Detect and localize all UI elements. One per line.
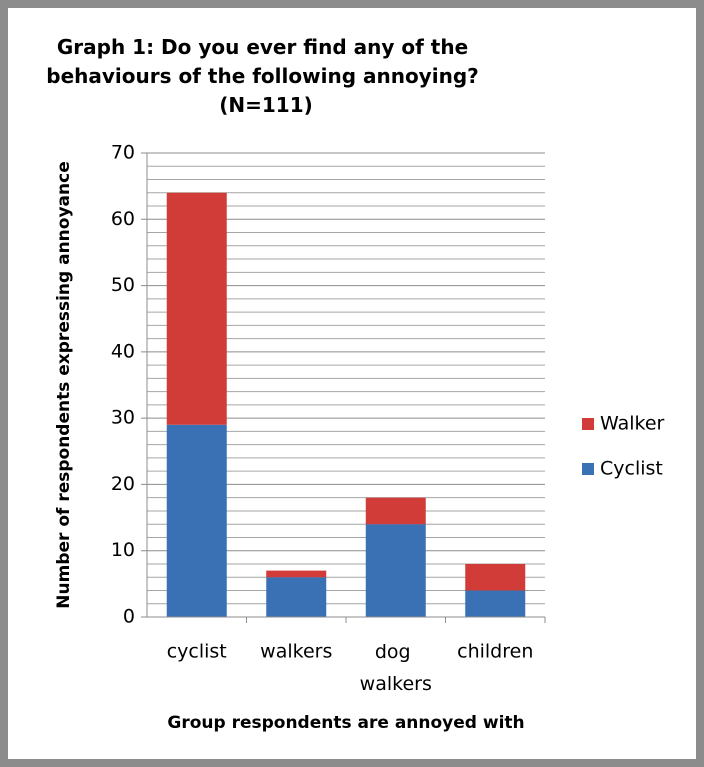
bar-segment xyxy=(266,577,327,617)
y-tick-label: 50 xyxy=(111,274,135,296)
bar-segment xyxy=(266,570,327,578)
bar-segment xyxy=(465,563,526,591)
legend-swatch xyxy=(582,418,594,430)
bar-segment xyxy=(166,192,227,425)
x-tick-label: children xyxy=(457,641,533,663)
y-tick-label: 20 xyxy=(111,473,135,495)
x-tick-label: dog walkers xyxy=(360,641,432,695)
y-tick-label: 40 xyxy=(111,340,135,362)
chart-title: Graph 1: Do you ever find any of the beh… xyxy=(46,35,485,117)
y-tick-label: 60 xyxy=(111,208,135,230)
x-tick-label: walkers xyxy=(260,641,332,663)
x-axis-label: Group respondents are annoyed with xyxy=(167,713,524,733)
y-tick-label: 70 xyxy=(111,142,135,164)
legend-label: Walker xyxy=(600,413,665,435)
bar-segment xyxy=(465,590,526,617)
x-tick-label: cyclist xyxy=(167,641,227,663)
legend-label: Cyclist xyxy=(600,458,663,480)
bar-segment xyxy=(365,524,426,617)
legend-swatch xyxy=(582,463,594,475)
y-tick-label: 30 xyxy=(111,407,135,429)
y-axis-label: Number of respondents expressing annoyan… xyxy=(54,161,74,608)
bar-segment xyxy=(365,497,426,525)
bar-segment xyxy=(166,424,227,617)
y-tick-label: 0 xyxy=(123,606,135,628)
y-tick-label: 10 xyxy=(111,539,135,561)
